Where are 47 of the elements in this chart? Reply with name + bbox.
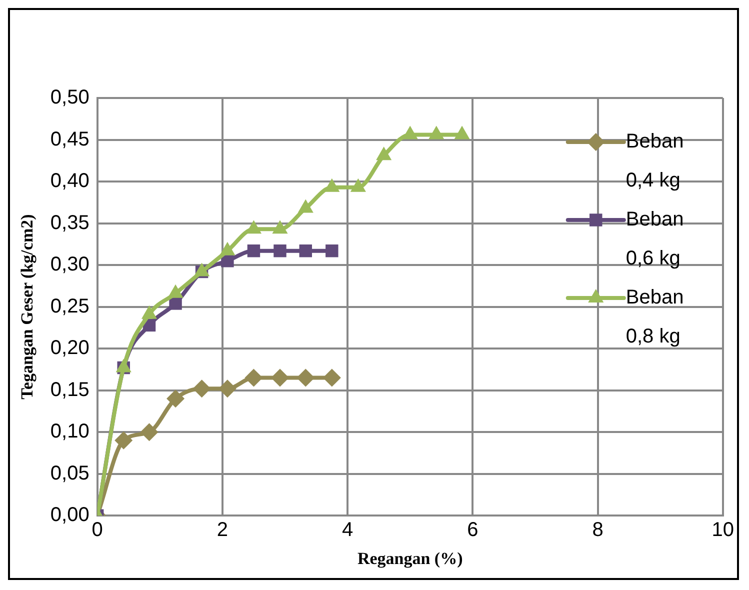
legend-label: Beban 0,4 kg (626, 130, 684, 192)
point (274, 244, 286, 258)
y-tick-label: 0,25 (50, 295, 90, 318)
point (428, 126, 444, 140)
point (322, 368, 341, 387)
point (299, 244, 312, 258)
point (244, 368, 263, 387)
point (114, 431, 133, 450)
point (166, 390, 185, 408)
point (218, 380, 236, 398)
point (296, 368, 315, 387)
point (140, 423, 158, 442)
legend-label: Beban 0,8 kg (626, 286, 684, 348)
x-tick-label: 8 (592, 519, 604, 542)
x-tick-label: 10 (712, 519, 734, 542)
y-tick-label: 0,20 (50, 337, 90, 360)
y-tick-label: 0,00 (50, 504, 90, 526)
y-tick-label: 0,45 (50, 128, 90, 150)
y-axis-title: Tegangan Geser (kg/cm2) (18, 214, 37, 400)
point (220, 242, 236, 256)
point (298, 199, 314, 213)
y-tick-label: 0,15 (50, 378, 90, 401)
point (247, 244, 260, 258)
y-tick-label: 0,40 (50, 170, 90, 192)
point (350, 178, 366, 192)
y-tick-label: 0,35 (50, 212, 90, 234)
x-tick-label: 4 (342, 519, 354, 542)
point (246, 220, 262, 234)
point (192, 380, 211, 398)
x-axis-title: Regangan (%) (357, 549, 463, 568)
point (454, 126, 470, 140)
y-tick-label: 0,05 (50, 462, 90, 484)
point (272, 220, 288, 234)
point (376, 146, 392, 160)
x-tick-label: 6 (467, 519, 478, 542)
legend-label: Beban 0,6 kg (626, 208, 684, 270)
point (324, 178, 340, 192)
y-tick-label: 0,10 (50, 420, 90, 443)
point (194, 262, 210, 276)
x-tick-label: 2 (216, 519, 228, 542)
point (326, 244, 338, 258)
point (169, 297, 182, 310)
point (402, 126, 418, 140)
x-tick-label: 0 (92, 519, 103, 542)
y-tick-label: 0,50 (50, 86, 90, 109)
y-tick-label: 0,30 (50, 254, 90, 276)
point (270, 368, 289, 387)
